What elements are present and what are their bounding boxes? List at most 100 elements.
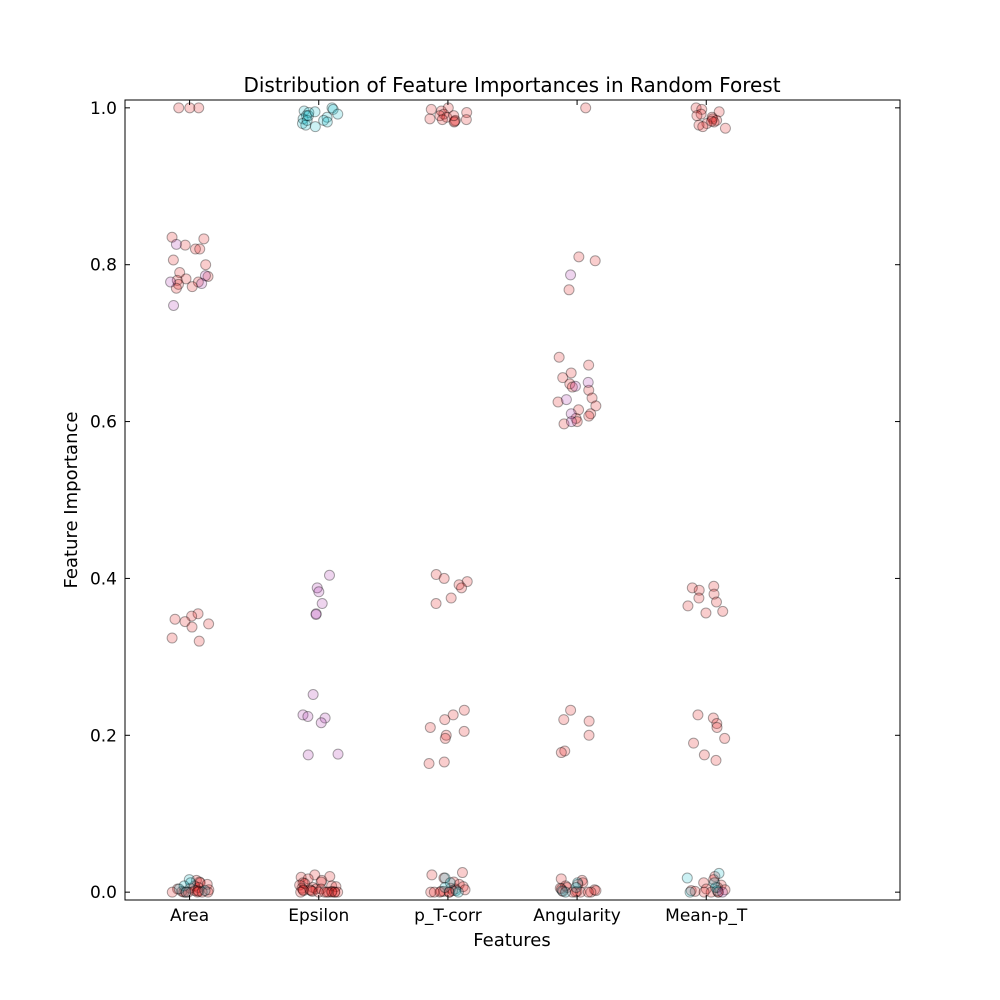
data-point [708,877,720,889]
data-point [710,754,722,766]
data-point [302,710,314,722]
data-point [560,886,572,898]
data-point [297,877,309,889]
data-point [434,110,446,122]
data-point [690,102,702,114]
data-point [198,233,210,245]
data-point [296,882,308,894]
data-point [439,872,451,884]
data-point [294,879,306,891]
data-point [315,883,327,895]
data-point [453,579,465,591]
data-point [450,885,462,897]
data-point [178,880,190,892]
data-point [708,116,720,128]
data-point [326,885,338,897]
data-point [682,600,694,612]
data-point [570,886,582,898]
data-point [193,102,205,114]
data-point [194,876,206,888]
data-point [452,886,464,898]
data-point [191,886,203,898]
data-point [440,729,452,741]
data-point [563,284,575,296]
data-point [329,886,341,898]
data-point [194,243,206,255]
data-point [299,878,311,890]
data-point [170,282,182,294]
data-point [326,880,338,892]
data-point [315,717,327,729]
y-tick-label: 1.0 [90,99,117,119]
data-point [436,114,448,126]
data-point [565,704,577,716]
data-point [332,748,344,760]
data-point [681,872,693,884]
data-point [697,121,709,133]
data-point [713,106,725,118]
data-point [719,884,731,896]
data-point [559,745,571,757]
data-point [439,714,451,726]
data-point [304,884,316,896]
data-point [557,372,569,384]
data-point [203,618,215,630]
data-point [192,885,204,897]
x-axis-label: Features [473,930,550,951]
x-tick-label: Mean-p_T [665,906,748,926]
data-point [708,588,720,600]
data-point [445,882,457,894]
data-point [447,709,459,721]
data-point [173,102,185,114]
chart-title: Distribution of Feature Importances in R… [243,73,780,97]
data-point [564,378,576,390]
data-point [186,621,198,633]
data-point [453,878,465,890]
data-point [316,874,328,886]
data-point [459,884,471,896]
data-point [309,869,321,881]
data-point [173,883,185,895]
data-point [179,239,191,251]
data-point [573,251,585,263]
data-point [560,880,572,892]
data-point [576,874,588,886]
data-point [583,384,595,396]
data-point [323,569,335,581]
data-point [423,758,435,770]
data-point [434,886,446,898]
data-point [166,886,178,898]
data-point [180,886,192,898]
data-point [166,632,178,644]
data-point [700,883,712,895]
data-point [168,299,180,311]
data-point [707,712,719,724]
data-point [449,114,461,126]
data-point [311,582,323,594]
data-point [719,732,731,744]
data-point [192,276,204,288]
data-point [174,267,186,279]
data-point [438,885,450,897]
data-point [698,886,710,898]
data-point [692,709,704,721]
data-point [176,885,188,897]
data-point [295,886,307,898]
data-point [558,418,570,430]
data-point [439,881,451,893]
data-point [298,105,310,117]
data-point [303,107,315,119]
x-tick-label: Angularity [533,906,621,926]
data-point [321,886,333,898]
data-point [552,396,564,408]
data-point [323,886,335,898]
data-point [306,885,318,897]
data-point [590,400,602,412]
data-point [183,874,195,886]
data-point [167,254,179,266]
data-point [202,886,214,898]
data-point [297,884,309,896]
data-point [449,883,461,895]
data-point [425,103,437,115]
